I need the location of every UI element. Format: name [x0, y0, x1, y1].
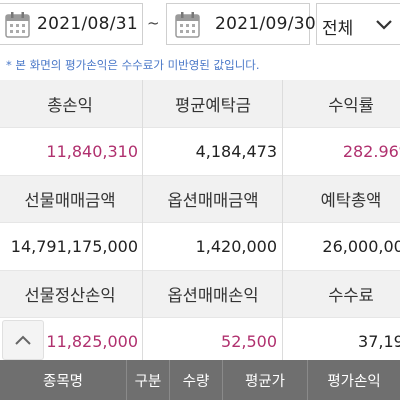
row-divider [0, 317, 400, 318]
futures-trade-amount-value: 14,791,175,000 [10, 236, 138, 256]
commission-value: 37,190 [358, 331, 400, 351]
date-range-separator: ~ [147, 14, 160, 32]
positions-table-header: 종목명 구분 수량 평균가 평가손익 [0, 360, 400, 400]
column-header-evaluation-profit[interactable]: 평가손익 [327, 373, 381, 390]
date-filter-bar: 2021/08/31 ~ 2021/09/30 전체 [0, 0, 400, 50]
column-divider [282, 80, 283, 365]
total-deposit-value: 26,000,000 [322, 236, 400, 256]
options-trade-amount-value: 1,420,000 [195, 236, 277, 256]
row-divider [0, 127, 400, 128]
return-rate-value: 282.96% [342, 141, 400, 161]
row-divider [0, 222, 400, 223]
commission-label: 수수료 [328, 285, 374, 305]
calendar-icon[interactable] [175, 11, 200, 38]
column-header-average-price[interactable]: 평균가 [244, 373, 286, 390]
column-header-quantity[interactable]: 수량 [182, 373, 210, 390]
summary-header-row: 총손익 평균예탁금 수익률 [0, 80, 400, 127]
average-deposit-value: 4,184,473 [195, 141, 277, 161]
end-date-picker[interactable]: 2021/09/30 [166, 3, 316, 45]
total-deposit-label: 예탁총액 [320, 190, 382, 210]
column-header-item-name[interactable]: 종목명 [42, 373, 84, 390]
futures-trade-amount-label: 선물매매금액 [24, 190, 116, 210]
end-date-value: 2021/09/30 [215, 14, 316, 34]
column-separator [126, 360, 127, 400]
row-divider [0, 175, 400, 176]
summary-header-row: 선물정산손익 옵션매매손익 수수료 [0, 270, 400, 317]
calendar-icon[interactable] [5, 11, 30, 38]
category-select-value: 전체 [322, 19, 354, 39]
summary-value-row: 11,825,000 52,500 37,190 [0, 317, 400, 365]
summary-value-row: 11,840,310 4,184,473 282.96% [0, 127, 400, 175]
total-profit-value: 11,840,310 [46, 141, 138, 161]
scroll-to-top-button[interactable] [2, 320, 44, 360]
chevron-up-icon [15, 335, 31, 345]
chevron-down-icon [376, 20, 392, 30]
category-select[interactable]: 전체 [316, 3, 400, 45]
start-date-picker[interactable]: 2021/08/31 [0, 3, 143, 45]
futures-settlement-profit-value: 11,825,000 [46, 331, 138, 351]
futures-settlement-profit-label: 선물정산손익 [24, 285, 116, 305]
options-trade-profit-value: 52,500 [221, 331, 277, 351]
column-divider [142, 80, 143, 365]
column-separator [169, 360, 170, 400]
options-trade-amount-label: 옵션매매금액 [167, 190, 259, 210]
return-rate-label: 수익률 [328, 95, 374, 115]
average-deposit-label: 평균예탁금 [175, 95, 251, 115]
evaluation-notice: * 본 화면의 평가손익은 수수료가 미반영된 값입니다. [6, 58, 260, 72]
column-header-type[interactable]: 구분 [134, 373, 162, 390]
summary-header-row: 선물매매금액 옵션매매금액 예탁총액 [0, 175, 400, 222]
total-profit-label: 총손익 [47, 95, 93, 115]
column-separator [307, 360, 308, 400]
options-trade-profit-label: 옵션매매손익 [167, 285, 259, 305]
summary-value-row: 14,791,175,000 1,420,000 26,000,000 [0, 222, 400, 270]
row-divider [0, 270, 400, 271]
start-date-value: 2021/08/31 [37, 14, 138, 34]
column-separator [222, 360, 223, 400]
